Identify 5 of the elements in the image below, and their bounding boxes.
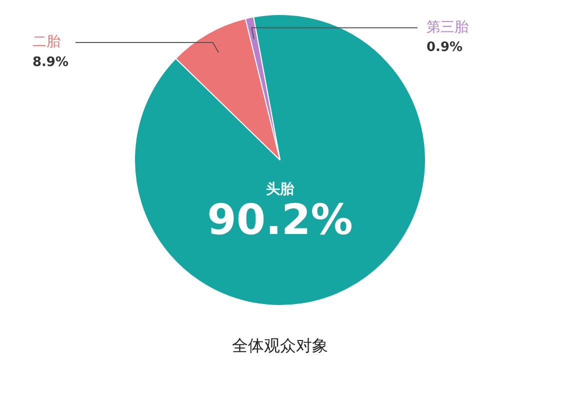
slice-label: 第三胎 [426,19,468,36]
data-label: 0.9% [426,40,463,56]
data-label: 8.9% [32,54,69,70]
slice-label: 二胎 [32,34,60,50]
text: 全体观众对象 [231,336,329,357]
